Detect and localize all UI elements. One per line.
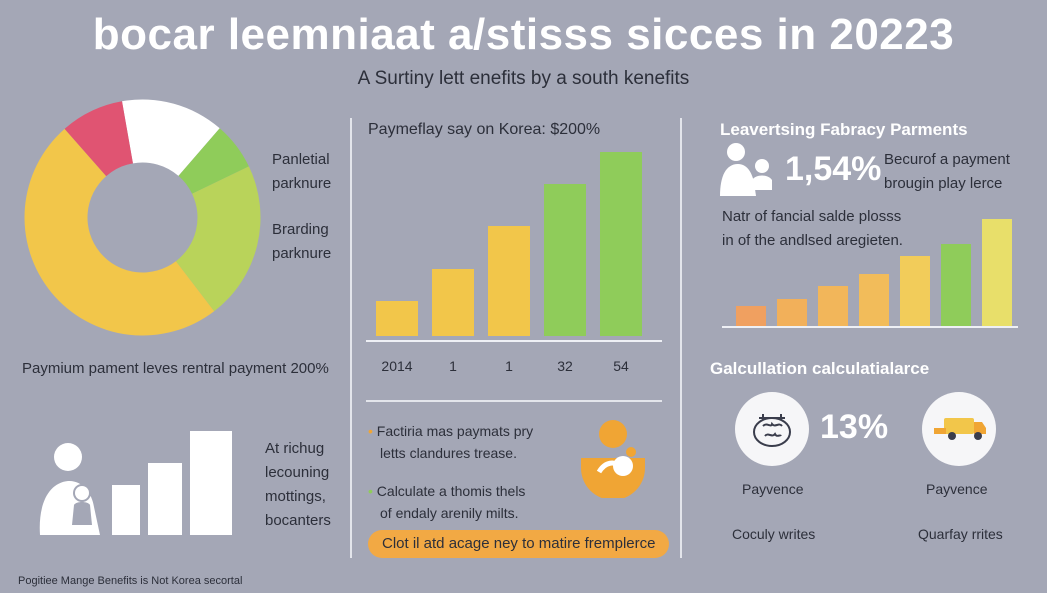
bullet-dot-icon: •	[368, 483, 373, 499]
donut-label-2-line-1: Brarding	[272, 221, 329, 238]
right-bar	[900, 256, 930, 326]
middle-axis-label: 54	[613, 358, 629, 374]
donut-slice	[122, 99, 220, 176]
item2-caption: Quarfay rrites	[918, 526, 1003, 542]
donut-label-1: Panletial parknure	[272, 148, 331, 196]
middle-bar	[544, 184, 586, 336]
mother-baby-icon	[720, 143, 772, 196]
right-bar	[982, 219, 1012, 326]
right-note-line-1: Natr of fancial salde plosss	[722, 208, 902, 225]
action-button[interactable]: Clot il atd acage ney to matire frempler…	[368, 530, 670, 558]
donut-label-2: Brarding parknure	[272, 218, 331, 266]
donut-slice	[24, 128, 215, 336]
middle-bar	[432, 269, 474, 336]
page-subtitle: A Surtiny lett enefits by a south kenefi…	[357, 68, 690, 89]
right-bar	[941, 244, 971, 326]
right-note: Natr of fancial salde plosss in of the a…	[722, 205, 903, 253]
middle-axis-label: 1	[505, 358, 513, 374]
middle-axis-labels: 2014 1 1 32 54	[372, 358, 652, 378]
bullet-1: • Factiria mas paymats pry letts clandur…	[368, 420, 533, 464]
left-white-bar	[148, 463, 182, 535]
donut-slice	[64, 101, 133, 177]
donut-slice	[178, 128, 249, 194]
middle-axis-line	[366, 340, 662, 342]
payment-caption: Paymium pament leves rentral payment 200…	[22, 360, 329, 377]
bullet-1-line-2: letts clandures trease.	[380, 445, 517, 461]
mother-child-icon	[39, 443, 100, 535]
right-bar	[818, 286, 848, 326]
right-bar-chart	[736, 218, 1012, 326]
right-bar	[859, 274, 889, 326]
stat-value: 1,54%	[785, 150, 882, 188]
right-bar	[777, 299, 807, 326]
donut-label-2-line-2: parknure	[272, 245, 332, 262]
divider-middle	[366, 400, 662, 402]
middle-bar	[376, 301, 418, 336]
right-heading: Leavertsing Fabracy Parments	[720, 120, 968, 139]
truck-icon	[934, 418, 986, 440]
donut-label-1-line-1: Panletial	[272, 151, 330, 168]
middle-axis-label: 1	[449, 358, 457, 374]
bullet-2-text-1: Calculate a thomis thels	[376, 483, 526, 499]
donut-chart	[24, 99, 261, 336]
bullet-1-line-1: • Factiria mas paymats pry	[368, 420, 533, 442]
stat-text-line-1: Becurof a payment	[884, 151, 1010, 168]
item2-label: Payvence	[926, 481, 988, 497]
middle-chart-title: Paymeflay say on Korea: $200%	[368, 121, 601, 138]
left-white-bar	[190, 431, 232, 535]
bars-caption-line-4: bocanters	[265, 512, 331, 529]
truck-icon-circle	[922, 392, 996, 466]
bars-caption-line-2: lecouning	[265, 464, 330, 481]
bullet-dot-icon: •	[368, 423, 373, 439]
bars-caption-line-3: mottings,	[265, 488, 326, 505]
bars-caption: At richug lecouning mottings, bocanters	[265, 437, 331, 533]
right-note-line-2: in of the andlsed aregieten.	[722, 232, 903, 249]
calc-heading: Galcullation calculatialarce	[710, 359, 930, 378]
bullet-1-text-1: Factiria mas paymats pry	[376, 423, 534, 439]
page-title: bocar leemniaat a/stisss sicces in 20223	[92, 10, 955, 59]
bullet-2-line-1: • Calculate a thomis thels	[368, 480, 525, 502]
donut-label-1-line-2: parknure	[272, 175, 332, 192]
middle-bar	[600, 152, 642, 336]
baby-icon	[581, 420, 645, 498]
middle-axis-label: 32	[557, 358, 573, 374]
middle-axis-label: 2014	[381, 358, 413, 374]
middle-bar-chart	[372, 148, 652, 336]
middle-bar	[488, 226, 530, 336]
stat-text: Becurof a payment brougin play lerce	[884, 148, 1010, 196]
divider-right	[680, 118, 682, 558]
item1-caption: Coculy writes	[732, 526, 816, 542]
brain-icon-circle	[735, 392, 809, 466]
bars-caption-line-1: At richug	[265, 440, 325, 457]
divider-left	[350, 118, 352, 558]
right-bar	[736, 306, 766, 326]
left-white-bar	[112, 485, 140, 535]
brain-icon	[753, 414, 791, 447]
left-bars	[112, 425, 242, 535]
calc-value: 13%	[820, 408, 889, 446]
item1-label: Payvence	[742, 481, 804, 497]
right-axis-line	[722, 326, 1018, 328]
bullet-2-line-2: of endaly arenily milts.	[380, 505, 519, 521]
footer-note: Pogitiee Mange Benefits is Not Korea sec…	[18, 575, 243, 587]
stat-text-line-2: brougin play lerce	[884, 175, 1003, 192]
bullet-2: • Calculate a thomis thels of endaly are…	[368, 480, 525, 524]
donut-slice	[175, 166, 261, 312]
